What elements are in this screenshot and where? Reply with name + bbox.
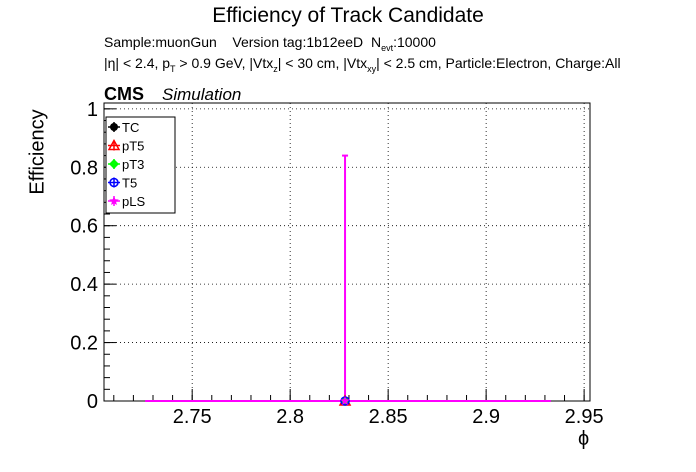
legend-label-T5: T5 <box>122 176 137 191</box>
plot-frame <box>103 102 591 402</box>
nevt-subscript: evt <box>381 43 394 53</box>
cut-pt-rest: > 0.9 GeV, |Vtx <box>175 55 274 71</box>
legend: TC pT5 pT3 T5 pLS <box>105 116 176 214</box>
y-tick-label: 1 <box>87 99 98 121</box>
cut-vz-rest: | < 30 cm, |Vtx <box>277 55 368 71</box>
sample-label: Sample:muonGun <box>104 34 217 50</box>
simulation-label: Simulation <box>162 85 242 104</box>
cut-vxy-rest: | < 2.5 cm, Particle:Electron, Charge:Al… <box>376 55 621 71</box>
sample-info: Sample:muonGun Version tag:1b12eeD Nevt:… <box>104 34 436 53</box>
legend-marker-pLS <box>109 196 119 205</box>
x-tick-label: 2.8 <box>276 406 304 428</box>
legend-marker-TC <box>110 123 118 131</box>
nevt-value: :10000 <box>393 34 436 50</box>
data-series <box>145 154 551 406</box>
x-tick-label: 2.85 <box>369 406 408 428</box>
legend-label-pLS: pLS <box>122 194 145 209</box>
y-tick-label: 0.8 <box>70 157 98 179</box>
legend-marker-pT3 <box>109 159 119 169</box>
cms-label: CMS <box>104 84 144 104</box>
y-tick-label: 0.2 <box>70 333 98 355</box>
cut-pt-sub: T <box>170 64 176 74</box>
data-point-pLS <box>340 396 350 405</box>
grid <box>104 103 590 402</box>
cut-vz-sub: z <box>273 64 278 74</box>
axis-ticks: 2.75 2.8 2.85 2.9 2.95 0 0.2 0.4 0.6 0.8 1 <box>70 99 603 428</box>
y-tick-label: 0 <box>87 391 98 413</box>
legend-label-pT5: pT5 <box>122 139 144 154</box>
legend-label-TC: TC <box>122 120 139 135</box>
x-axis-label: ϕ <box>578 428 590 450</box>
x-tick-label: 2.75 <box>173 406 212 428</box>
version-label: Version tag:1b12eeD <box>232 34 364 50</box>
cut-vxy-sub: xy <box>367 64 377 74</box>
x-tick-label: 2.9 <box>472 406 500 428</box>
cuts-info: |η| < 2.4, pT > 0.9 GeV, |Vtxz| < 30 cm,… <box>104 55 621 74</box>
legend-marker-T5 <box>109 177 119 188</box>
legend-marker-pT5 <box>107 138 121 151</box>
legend-label-pT3: pT3 <box>122 157 144 172</box>
y-tick-label: 0.6 <box>70 216 98 238</box>
cut-eta: |η| < 2.4, p <box>104 55 171 71</box>
y-tick-label: 0.4 <box>70 274 98 296</box>
chart-title: Efficiency of Track Candidate <box>212 4 484 27</box>
nevt-label: N <box>370 34 382 50</box>
x-tick-label: 2.95 <box>565 406 604 428</box>
